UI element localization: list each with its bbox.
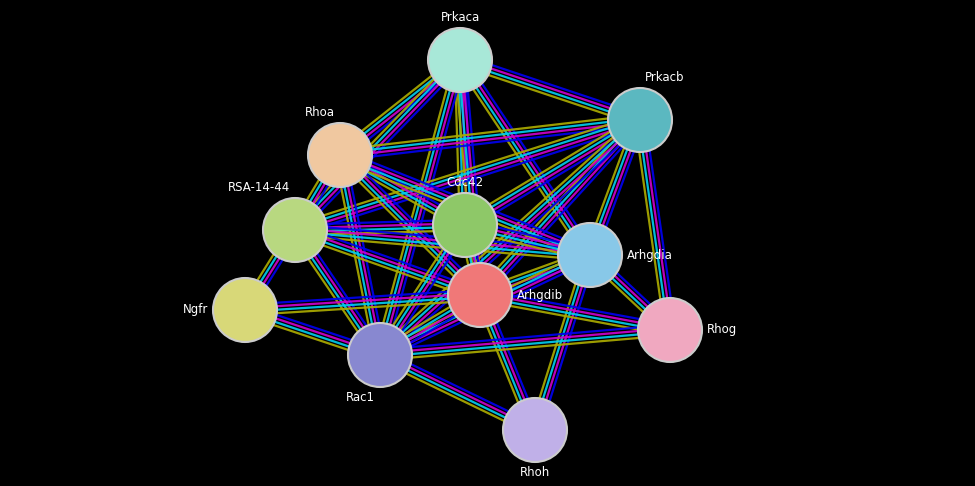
Circle shape [503,398,567,462]
Circle shape [308,123,372,187]
Text: Rhog: Rhog [707,324,737,336]
Circle shape [448,263,512,327]
Circle shape [213,278,277,342]
Circle shape [263,198,327,262]
Text: Arhgdia: Arhgdia [627,248,673,261]
Circle shape [608,88,672,152]
Circle shape [558,223,622,287]
Circle shape [433,193,497,257]
Text: Prkaca: Prkaca [441,11,480,24]
Text: Ngfr: Ngfr [182,303,208,316]
Text: Rhoh: Rhoh [520,466,550,479]
Circle shape [348,323,412,387]
Text: Rhoa: Rhoa [305,106,335,119]
Text: RSA-14-44: RSA-14-44 [228,181,290,194]
Circle shape [638,298,702,362]
Circle shape [428,28,492,92]
Text: Arhgdib: Arhgdib [517,289,564,301]
Text: Rac1: Rac1 [346,391,375,404]
Text: Cdc42: Cdc42 [447,176,484,189]
Text: Prkacb: Prkacb [645,71,684,84]
